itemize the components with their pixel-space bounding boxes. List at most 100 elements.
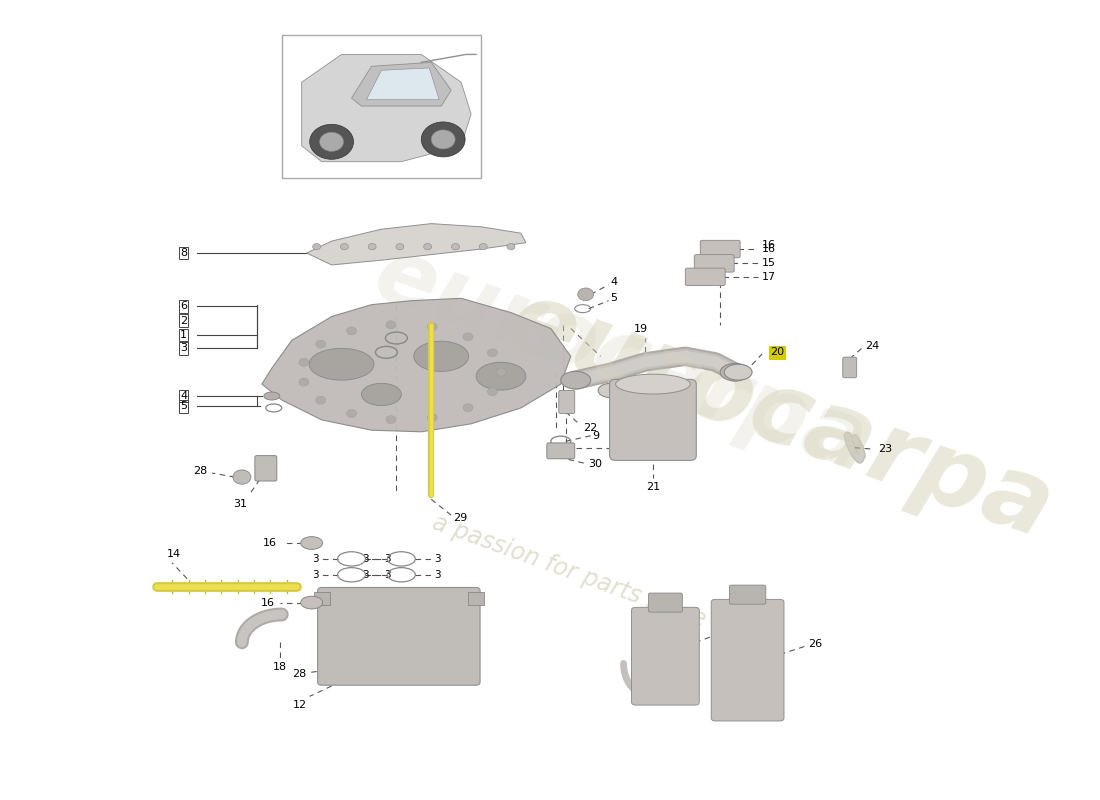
Circle shape xyxy=(346,327,356,335)
Ellipse shape xyxy=(598,383,623,398)
Ellipse shape xyxy=(561,371,591,389)
Circle shape xyxy=(451,243,460,250)
Text: eurocarpa: eurocarpa xyxy=(494,273,1066,559)
Text: 3: 3 xyxy=(180,343,187,354)
FancyBboxPatch shape xyxy=(729,585,766,604)
Circle shape xyxy=(320,132,343,151)
Text: 31: 31 xyxy=(233,499,246,510)
Text: 22: 22 xyxy=(583,423,597,433)
FancyBboxPatch shape xyxy=(712,599,784,721)
FancyBboxPatch shape xyxy=(318,587,480,686)
Text: 3: 3 xyxy=(362,554,369,564)
Text: 16: 16 xyxy=(263,538,277,548)
Text: 1: 1 xyxy=(180,330,187,340)
Circle shape xyxy=(463,333,473,341)
Text: 20: 20 xyxy=(640,407,654,417)
Text: 3: 3 xyxy=(312,570,319,580)
Text: 4: 4 xyxy=(610,278,618,287)
Ellipse shape xyxy=(300,537,322,550)
FancyBboxPatch shape xyxy=(649,593,682,612)
Circle shape xyxy=(386,416,396,423)
Circle shape xyxy=(386,321,396,329)
Text: 16: 16 xyxy=(261,598,275,607)
Text: 26: 26 xyxy=(807,639,822,649)
Text: 3: 3 xyxy=(384,554,390,564)
Ellipse shape xyxy=(309,348,374,380)
Text: 24: 24 xyxy=(865,341,879,351)
Circle shape xyxy=(578,288,594,301)
Text: 16: 16 xyxy=(762,240,776,250)
Circle shape xyxy=(496,368,506,376)
Ellipse shape xyxy=(720,363,750,381)
Circle shape xyxy=(233,470,251,484)
FancyBboxPatch shape xyxy=(547,443,574,458)
Text: 9: 9 xyxy=(593,430,600,441)
Text: 3: 3 xyxy=(384,570,390,580)
Ellipse shape xyxy=(724,364,752,380)
Text: 21: 21 xyxy=(646,482,660,492)
Circle shape xyxy=(487,349,497,357)
FancyBboxPatch shape xyxy=(843,357,857,378)
Circle shape xyxy=(463,404,473,411)
Text: 19: 19 xyxy=(634,324,648,334)
Circle shape xyxy=(316,340,326,348)
Polygon shape xyxy=(301,54,471,162)
Circle shape xyxy=(507,243,515,250)
Text: 16: 16 xyxy=(762,244,776,254)
Text: 3: 3 xyxy=(312,554,319,564)
FancyBboxPatch shape xyxy=(685,268,725,286)
Text: 14: 14 xyxy=(167,549,182,559)
FancyBboxPatch shape xyxy=(314,592,330,605)
Circle shape xyxy=(346,410,356,418)
Circle shape xyxy=(299,378,309,386)
Text: 12: 12 xyxy=(293,699,307,710)
Circle shape xyxy=(427,323,437,331)
Text: 28: 28 xyxy=(293,669,307,679)
Ellipse shape xyxy=(414,342,469,371)
Circle shape xyxy=(496,368,506,376)
Circle shape xyxy=(424,243,431,250)
FancyBboxPatch shape xyxy=(609,379,696,460)
Circle shape xyxy=(340,243,349,250)
Text: 18: 18 xyxy=(273,662,287,672)
Circle shape xyxy=(421,122,465,157)
Text: 4: 4 xyxy=(180,391,187,401)
Polygon shape xyxy=(262,298,571,432)
Circle shape xyxy=(431,130,455,149)
FancyBboxPatch shape xyxy=(694,254,734,272)
FancyBboxPatch shape xyxy=(469,592,484,605)
Ellipse shape xyxy=(264,392,279,400)
Text: 17: 17 xyxy=(762,272,777,282)
FancyBboxPatch shape xyxy=(282,34,481,178)
Text: 23: 23 xyxy=(878,444,892,454)
Circle shape xyxy=(396,243,404,250)
Circle shape xyxy=(316,396,326,404)
Circle shape xyxy=(312,243,320,250)
Circle shape xyxy=(310,124,353,159)
Polygon shape xyxy=(366,68,439,100)
Polygon shape xyxy=(307,224,526,265)
Text: eurocarpa: eurocarpa xyxy=(363,230,878,490)
Text: 29: 29 xyxy=(453,513,468,522)
Ellipse shape xyxy=(476,362,526,390)
Text: 3: 3 xyxy=(362,570,369,580)
Circle shape xyxy=(480,243,487,250)
Ellipse shape xyxy=(362,383,402,406)
FancyBboxPatch shape xyxy=(701,240,740,258)
Text: 20: 20 xyxy=(770,347,784,358)
Ellipse shape xyxy=(616,374,691,394)
Circle shape xyxy=(299,358,309,366)
Text: 15: 15 xyxy=(762,258,776,268)
Text: 5: 5 xyxy=(610,294,617,303)
Circle shape xyxy=(427,414,437,422)
Circle shape xyxy=(368,243,376,250)
Text: 3: 3 xyxy=(434,570,441,580)
Ellipse shape xyxy=(300,596,322,609)
Text: a passion for parts since 1985: a passion for parts since 1985 xyxy=(429,510,772,655)
Circle shape xyxy=(487,388,497,395)
Text: 28: 28 xyxy=(192,466,207,477)
Text: 3: 3 xyxy=(434,554,441,564)
Text: 5: 5 xyxy=(180,402,187,411)
Text: 2: 2 xyxy=(180,315,187,326)
Text: 27: 27 xyxy=(723,626,737,636)
